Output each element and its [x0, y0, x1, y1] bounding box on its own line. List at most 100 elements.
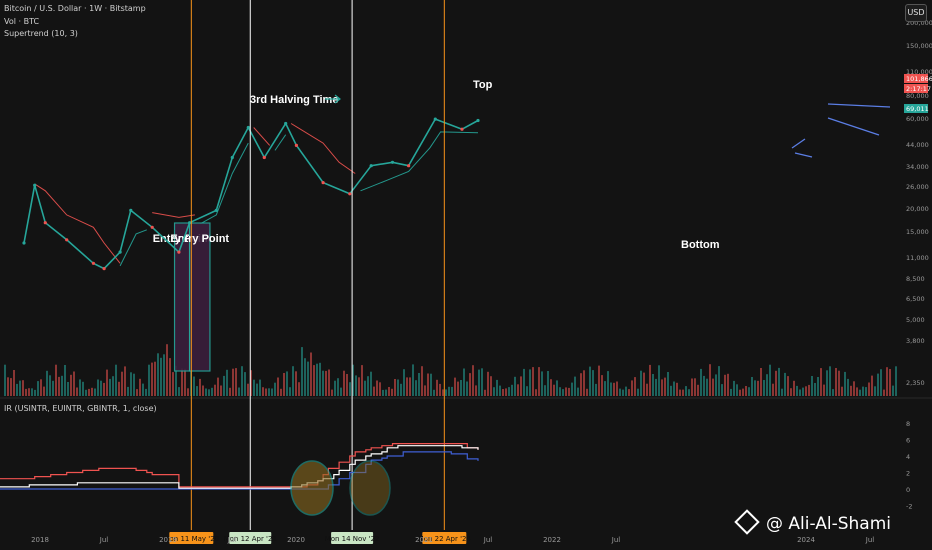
volume-bar	[178, 387, 180, 396]
volume-bar	[709, 364, 711, 396]
volume-bar	[346, 374, 348, 396]
volume-bar	[28, 388, 30, 396]
volume-bar	[817, 377, 819, 396]
volume-bar	[616, 381, 618, 396]
btc-price-point	[321, 181, 325, 185]
volume-bar	[265, 388, 267, 396]
volume-bar	[91, 387, 93, 396]
volume-bar	[82, 381, 84, 396]
volume-bar	[610, 382, 612, 396]
volume-bar	[508, 387, 510, 396]
volume-bar	[622, 389, 624, 396]
volume-bar	[4, 364, 6, 396]
volume-bar	[364, 380, 366, 396]
entry-point-box	[188, 222, 211, 372]
volume-bar	[85, 389, 87, 396]
volume-bar	[625, 386, 627, 396]
volume-bar	[811, 376, 813, 396]
volume-bar	[16, 383, 18, 396]
volume-bar	[454, 377, 456, 396]
volume-bar	[151, 362, 153, 396]
volume-bar	[424, 385, 426, 396]
volume-bar	[712, 378, 714, 396]
watermark-text: @ Ali-Al-Shami	[766, 514, 891, 534]
volume-bar	[880, 369, 882, 396]
supertrend-indicator-label: Supertrend (10, 3)	[4, 29, 78, 38]
time-axis-tick: Jul	[865, 536, 875, 544]
volume-bar	[361, 365, 363, 396]
flag-channel	[791, 138, 813, 158]
volume-bar	[592, 370, 594, 396]
price-axis-tick: 44,000	[906, 141, 929, 149]
price-axis-tick: 5,000	[906, 316, 925, 324]
volume-bar	[595, 383, 597, 396]
btc-price-point	[118, 250, 122, 254]
volume-bar	[769, 364, 771, 396]
volume-bar	[802, 387, 804, 396]
price-label: 69,011	[906, 105, 929, 113]
event-marker-badge	[229, 532, 272, 544]
volume-bar	[679, 389, 681, 396]
currency-button[interactable]: USD	[905, 4, 927, 22]
volume-bar	[25, 388, 27, 396]
price-label: 2:17:17	[906, 85, 931, 93]
volume-bar	[664, 377, 666, 396]
volume-bar	[379, 382, 381, 396]
btc-price-point	[65, 238, 69, 242]
volume-bar	[598, 365, 600, 396]
volume-bar	[844, 371, 846, 396]
volume-bar	[235, 368, 237, 396]
btc-price-point	[177, 250, 181, 254]
volume-bar	[706, 378, 708, 396]
volume-bar	[103, 382, 105, 396]
volume-bar	[292, 366, 294, 396]
volume-bar	[436, 379, 438, 396]
volume-bar	[76, 387, 78, 396]
supertrend-support-line-1	[119, 229, 147, 267]
volume-bar	[655, 378, 657, 396]
volume-bar	[40, 379, 42, 396]
price-label-badge	[904, 84, 928, 93]
volume-bar	[439, 383, 441, 396]
volume-bar	[298, 382, 300, 396]
volume-bar	[814, 383, 816, 396]
volume-bar	[88, 388, 90, 396]
volume-bar	[220, 385, 222, 396]
volume-bar	[343, 370, 345, 396]
btc-price-point	[246, 125, 250, 130]
volume-bar	[511, 384, 513, 396]
volume-bar	[247, 383, 249, 396]
volume-bar	[187, 388, 189, 396]
volume-bar	[472, 365, 474, 396]
volume-bar	[805, 386, 807, 396]
volume-bar	[871, 375, 873, 396]
volume-bar	[97, 379, 99, 396]
volume-bar	[145, 388, 147, 396]
volume-bar	[841, 386, 843, 396]
volume-bar	[412, 364, 414, 396]
volume-bar	[892, 385, 894, 396]
volume-bar	[661, 379, 663, 396]
price-axis-tick: 26,000	[906, 183, 929, 191]
volume-bar	[799, 389, 801, 396]
ir-series-euintr	[0, 451, 479, 490]
event-marker-label: Mon 14 Nov '22	[325, 535, 380, 543]
volume-bar	[73, 371, 75, 396]
highlight-circle	[290, 460, 334, 516]
time-axis-tick: Jul	[611, 536, 621, 544]
volume-bar	[238, 387, 240, 396]
volume-bar	[286, 371, 288, 396]
volume-bar	[169, 358, 171, 396]
supertrend-resistance-line-3	[253, 127, 271, 146]
volume-bar	[13, 370, 15, 396]
volume-bar	[280, 388, 282, 396]
volume-bar	[646, 383, 648, 396]
volume-bar	[784, 372, 786, 396]
volume-bar	[604, 381, 606, 396]
price-axis-tick: 80,000	[906, 92, 929, 100]
entry-point-label: Entry Point	[170, 233, 229, 245]
volume-bar	[535, 389, 537, 396]
volume-bar	[277, 377, 279, 396]
volume-bar	[184, 368, 186, 396]
volume-bar	[250, 370, 252, 396]
